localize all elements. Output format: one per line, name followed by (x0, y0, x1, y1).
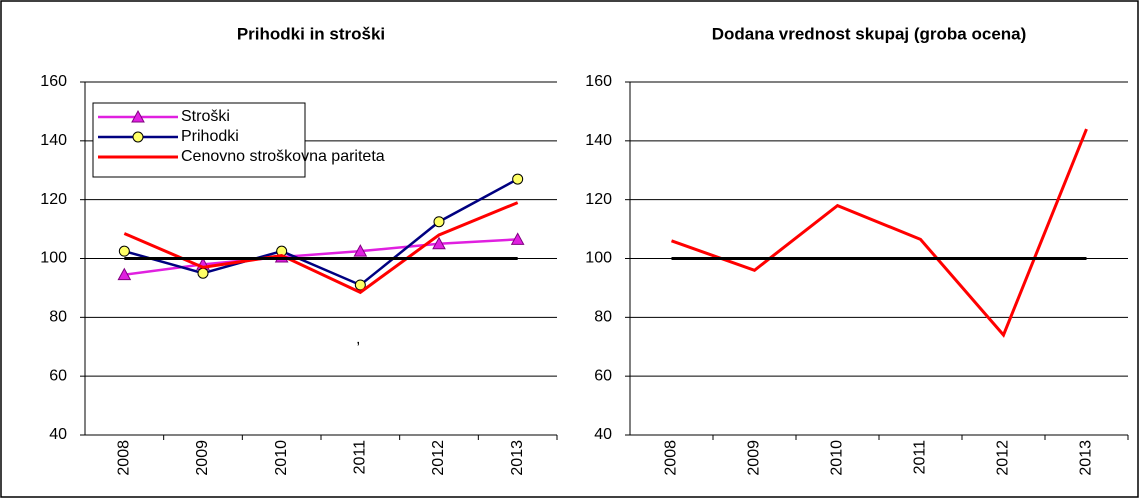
x-tick-label: 2011 (352, 440, 369, 475)
series-line (123, 201, 519, 295)
x-tick-label: 2012 (430, 440, 447, 476)
x-tick-label: 2013 (1078, 440, 1095, 476)
x-tick-label: 2010 (829, 440, 846, 476)
series-line (123, 177, 519, 287)
point (354, 279, 366, 291)
x-tick-label: 2011 (912, 440, 929, 475)
x-tick-label: 2010 (273, 440, 290, 476)
y-tick-label: 140 (585, 132, 612, 149)
legend-marker (131, 109, 145, 123)
chart-title: Prihodki in stroški (237, 24, 385, 43)
point (118, 245, 130, 257)
point (432, 236, 446, 250)
x-tick-label: 2013 (509, 440, 526, 476)
y-tick-label: 40 (49, 426, 67, 443)
point (353, 244, 368, 257)
point (117, 267, 132, 281)
x-tick-label: 2009 (194, 440, 211, 476)
y-tick-label: 40 (594, 426, 612, 443)
point (197, 267, 209, 279)
x-tick-label: 2008 (663, 440, 680, 476)
point (512, 173, 524, 185)
chart-title: Dodana vrednost skupaj (groba ocena) (712, 24, 1027, 43)
series-line (124, 238, 518, 276)
y-tick-label: 60 (594, 367, 612, 384)
x-tick-label: 2012 (995, 440, 1012, 476)
y-tick-label: 160 (585, 73, 612, 90)
y-tick-label: 80 (49, 309, 67, 326)
legend-label: Cenovno stroškovna pariteta (181, 148, 385, 165)
y-tick-label: 60 (49, 367, 67, 384)
point (433, 216, 445, 228)
y-tick-label: 100 (40, 250, 67, 267)
x-tick-label: 2008 (116, 440, 133, 476)
y-tick-label: 100 (585, 250, 612, 267)
x-tick-label: 2009 (746, 440, 763, 476)
y-tick-label: 160 (40, 73, 67, 90)
point (510, 232, 525, 245)
legend-marker (132, 131, 144, 143)
legend-box (92, 102, 306, 178)
y-tick-label: 80 (594, 309, 612, 326)
series-line (670, 128, 1088, 338)
annotation: , (356, 331, 360, 348)
y-tick-label: 120 (585, 191, 612, 208)
legend-label: Prihodki (181, 128, 239, 145)
legend-label: Stroški (181, 108, 230, 125)
y-tick-label: 140 (40, 132, 67, 149)
y-tick-label: 120 (40, 191, 67, 208)
